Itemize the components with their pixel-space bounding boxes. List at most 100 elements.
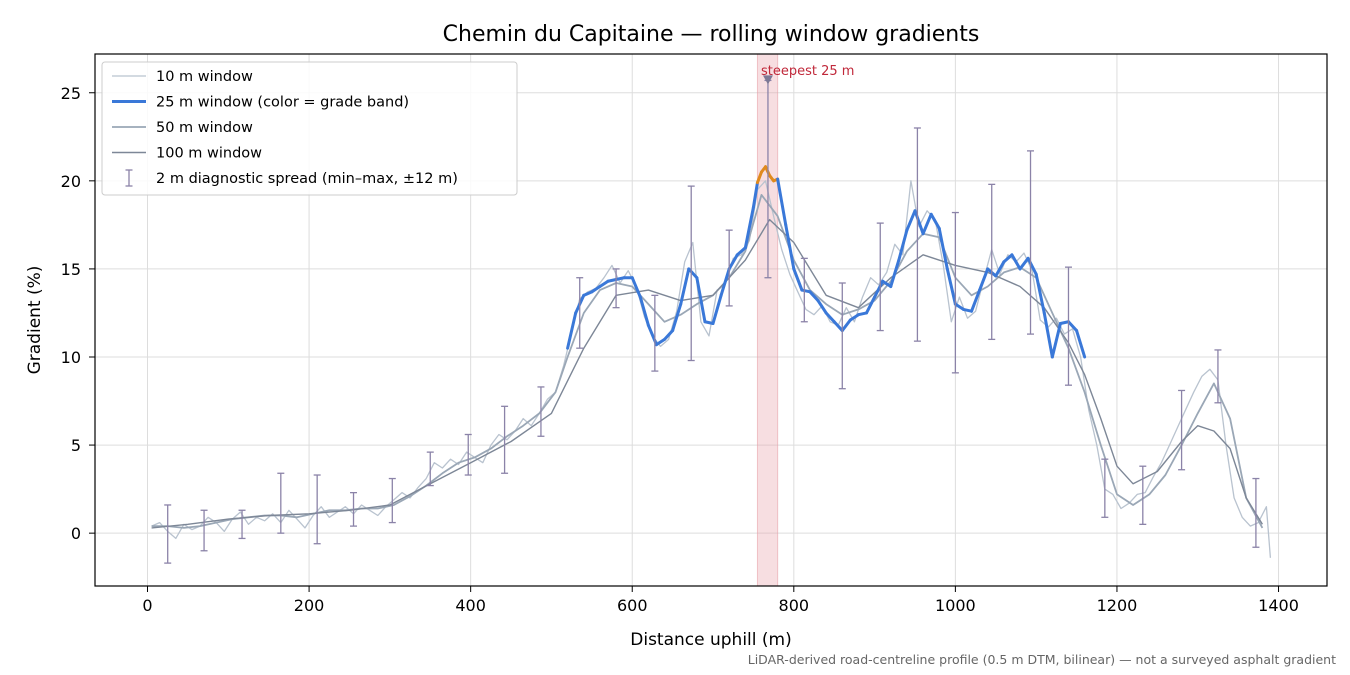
diagnostic-spread-bar bbox=[501, 405, 509, 474]
legend: 10 m window 25 m window (color = grade ba… bbox=[101, 61, 518, 196]
series-25m-window-line-segment bbox=[735, 246, 747, 257]
steepest-band bbox=[756, 54, 779, 586]
series-25m-window-line-segment bbox=[808, 290, 820, 303]
legend-entry: 2 m diagnostic spread (min–max, ±12 m) bbox=[125, 169, 458, 187]
series-lines bbox=[151, 165, 1272, 558]
series-25m-window-line-segment bbox=[663, 329, 675, 341]
legend-label: 100 m window bbox=[156, 146, 262, 162]
series-25m-window-line-segment bbox=[566, 311, 578, 350]
series-25m-window-line-segment bbox=[1026, 256, 1038, 276]
series-25m-window-line-segment bbox=[816, 299, 828, 315]
series-25m-window-line-segment bbox=[1010, 253, 1022, 271]
series-25m-window-line-segment bbox=[711, 293, 723, 326]
series-25m-window-line-segment bbox=[743, 205, 755, 250]
diagnostic-spread-bar bbox=[200, 509, 208, 552]
series-25m-window-line-segment bbox=[1018, 256, 1030, 271]
series-25m-window-line-segment bbox=[832, 320, 844, 333]
series-25m-window-line-segment bbox=[638, 295, 650, 327]
x-tick-label: 800 bbox=[779, 596, 810, 615]
series-50m-window-line bbox=[151, 193, 1264, 529]
series-25m-window-line-segment bbox=[1050, 322, 1062, 359]
series-25m-window-line-segment bbox=[978, 267, 990, 292]
series-25m-window-line-segment bbox=[945, 267, 957, 306]
diagnostic-spread-bar bbox=[388, 477, 396, 524]
diagnostic-spread-bar bbox=[277, 472, 285, 534]
series-25m-window-line-segment bbox=[824, 311, 836, 324]
legend-label: 10 m window bbox=[156, 69, 253, 85]
diagnostic-spread-bar bbox=[913, 127, 921, 342]
series-25m-window-line-segment bbox=[751, 181, 759, 209]
steepest-segment-highlight bbox=[756, 54, 779, 586]
series-25m-window-line-segment bbox=[792, 267, 804, 292]
y-tick-label: 10 bbox=[61, 348, 81, 367]
diagnostic-spread-bar bbox=[612, 268, 620, 309]
diagnostic-spread-bar bbox=[988, 183, 996, 341]
footnote: LiDAR-derived road-centreline profile (0… bbox=[748, 652, 1336, 667]
series-25m-window-line-segment bbox=[848, 313, 860, 322]
diagnostic-spread-bar bbox=[800, 257, 808, 323]
series-25m-window-line-segment bbox=[727, 253, 739, 271]
y-tick-label: 0 bbox=[71, 524, 81, 543]
diagnostic-spread-bar bbox=[350, 491, 358, 527]
series-25m-window-line-segment bbox=[873, 279, 885, 299]
series-25m-window-line-segment bbox=[654, 337, 667, 347]
legend-label: 50 m window bbox=[156, 120, 253, 136]
x-tick-label: 200 bbox=[294, 596, 325, 615]
series-25m-window-line-segment bbox=[889, 258, 901, 289]
series-25m-window-line-segment bbox=[897, 228, 909, 262]
x-tick-label: 1000 bbox=[935, 596, 976, 615]
series-25m-window-line-segment bbox=[776, 177, 788, 227]
x-tick-label: 0 bbox=[142, 596, 152, 615]
series-25m-window-line-segment bbox=[590, 285, 602, 294]
series-25m-window-line-segment bbox=[1034, 272, 1046, 315]
y-tick-label: 15 bbox=[61, 260, 81, 279]
legend-entry: 100 m window bbox=[112, 146, 262, 162]
series-25m-window-line-segment bbox=[840, 318, 852, 333]
diagnostic-spread-bar bbox=[576, 277, 584, 349]
series-25m-window-line-segment bbox=[630, 276, 642, 299]
series-25m-window-line-segment bbox=[994, 260, 1006, 278]
legend-entry: 10 m window bbox=[112, 69, 253, 85]
series-25m-window-line-segment bbox=[755, 170, 763, 185]
series-100m-window-line bbox=[151, 218, 1263, 529]
x-axis-ticks: 0 200 400 600 800 1000 1200 1400 bbox=[142, 586, 1299, 615]
diagnostic-spread-bar bbox=[951, 211, 959, 374]
diagnostic-spread-bar bbox=[1214, 349, 1222, 404]
series-25m-window-line-segment bbox=[921, 212, 933, 236]
legend-label: 2 m diagnostic spread (min–max, ±12 m) bbox=[156, 171, 458, 187]
chart-title: Chemin du Capitaine — rolling window gra… bbox=[443, 22, 980, 47]
diagnostic-spread-bar bbox=[464, 433, 472, 476]
series-25m-window-line-segment bbox=[865, 295, 877, 315]
y-axis-label: Gradient (%) bbox=[25, 266, 45, 375]
x-tick-label: 1200 bbox=[1097, 596, 1138, 615]
series-25m-window-line-segment bbox=[905, 209, 917, 232]
diagnostic-spread-bar bbox=[537, 386, 545, 437]
diagnostic-spread-bar bbox=[876, 222, 884, 332]
x-axis-label: Distance uphill (m) bbox=[630, 630, 791, 650]
series-25m-window-line-segment bbox=[695, 276, 707, 324]
series-25m-window-line-segment bbox=[1066, 320, 1079, 333]
y-tick-label: 5 bbox=[71, 436, 81, 455]
diagnostic-spread-bar bbox=[1178, 389, 1186, 471]
steepest-annotation: steepest 25 m bbox=[761, 64, 854, 85]
steepest-label: steepest 25 m bbox=[761, 64, 854, 79]
series-25m-window-line-segment bbox=[679, 267, 691, 306]
legend-entry: 25 m window (color = grade band) bbox=[112, 95, 409, 111]
diagnostic-spread-bar bbox=[1252, 477, 1260, 548]
series-25m-window-line-segment bbox=[687, 267, 699, 280]
series-25m-window-line-segment bbox=[953, 302, 965, 311]
legend-entry: 50 m window bbox=[112, 120, 253, 136]
series-25m-window-line-segment bbox=[1002, 253, 1014, 264]
series-25m-window-line-segment bbox=[913, 209, 925, 236]
x-tick-label: 1400 bbox=[1258, 596, 1299, 615]
series-25m-window-line-segment bbox=[598, 279, 610, 289]
legend-label: 25 m window (color = grade band) bbox=[156, 95, 409, 111]
diagnostic-spread-bar bbox=[1027, 150, 1035, 335]
x-tick-label: 600 bbox=[617, 596, 648, 615]
diagnostic-spread-bar bbox=[164, 504, 172, 564]
diagnostic-spread-bar bbox=[1101, 458, 1109, 518]
plot-frame bbox=[94, 53, 1328, 587]
diagnostic-spread-bar bbox=[725, 229, 733, 307]
series-25m-window-line-segment bbox=[719, 267, 731, 297]
